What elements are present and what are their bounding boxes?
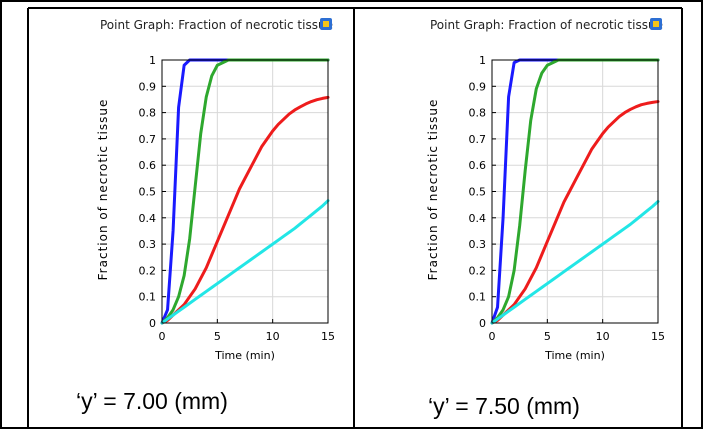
y-tick-label: 0.6 [469,159,487,172]
y-tick-label: 0.5 [139,186,157,199]
x-tick-label: 5 [214,330,221,343]
export-icon [320,18,332,30]
y-tick-label: 0.8 [139,107,157,120]
y-tick-label: 0.2 [469,264,487,277]
y-tick-label: 0.5 [469,186,487,199]
y-tick-label: 0.2 [139,264,157,277]
x-tick-label: 15 [651,330,665,343]
y-axis-label: Fraction of necrotic tissue [426,99,440,281]
y-tick-label: 0.6 [139,159,157,172]
chart-title: Point Graph: Fraction of necrotic tissue [430,18,663,32]
x-tick-label: 0 [489,330,496,343]
y-tick-label: 0.8 [469,107,487,120]
y-tick-label: 1 [149,54,156,67]
series-line-4 [160,199,330,325]
chart-title: Point Graph: Fraction of necrotic tissue [100,18,333,32]
x-tick-label: 10 [596,330,610,343]
y-tick-label: 0.1 [469,291,487,304]
series-line-4 [490,199,660,325]
y-tick-label: 0.1 [139,291,157,304]
y-tick-label: 0.7 [139,133,157,146]
necrotic-fraction-chart-left: Point Graph: Fraction of necrotic tissue… [96,18,335,362]
y-tick-label: 0.3 [139,238,157,251]
y-tick-label: 0.7 [469,133,487,146]
x-tick-label: 10 [266,330,280,343]
x-tick-label: 5 [544,330,551,343]
y-tick-label: 1 [479,54,486,67]
caption-right: ‘y’ = 7.50 (mm) [428,393,580,419]
y-tick-label: 0.9 [139,80,157,93]
y-tick-label: 0 [479,317,486,330]
series-line-3 [490,100,660,325]
x-tick-label: 0 [159,330,166,343]
export-icon-mark [653,21,659,27]
caption-left: ‘y’ = 7.00 (mm) [76,388,228,414]
y-tick-label: 0.4 [469,212,487,225]
series-line-3 [160,95,330,325]
plot-frame [491,59,659,324]
x-axis-label: Time (min) [214,349,275,362]
export-icon-mark [323,21,329,27]
plot-frame [161,59,329,324]
x-tick-label: 15 [321,330,335,343]
y-tick-label: 0 [149,317,156,330]
export-icon [650,18,662,30]
y-tick-label: 0.3 [469,238,487,251]
y-tick-label: 0.9 [469,80,487,93]
y-axis-label: Fraction of necrotic tissue [96,99,110,281]
y-tick-label: 0.4 [139,212,157,225]
x-axis-label: Time (min) [544,349,605,362]
necrotic-fraction-chart-right: Point Graph: Fraction of necrotic tissue… [426,18,665,362]
